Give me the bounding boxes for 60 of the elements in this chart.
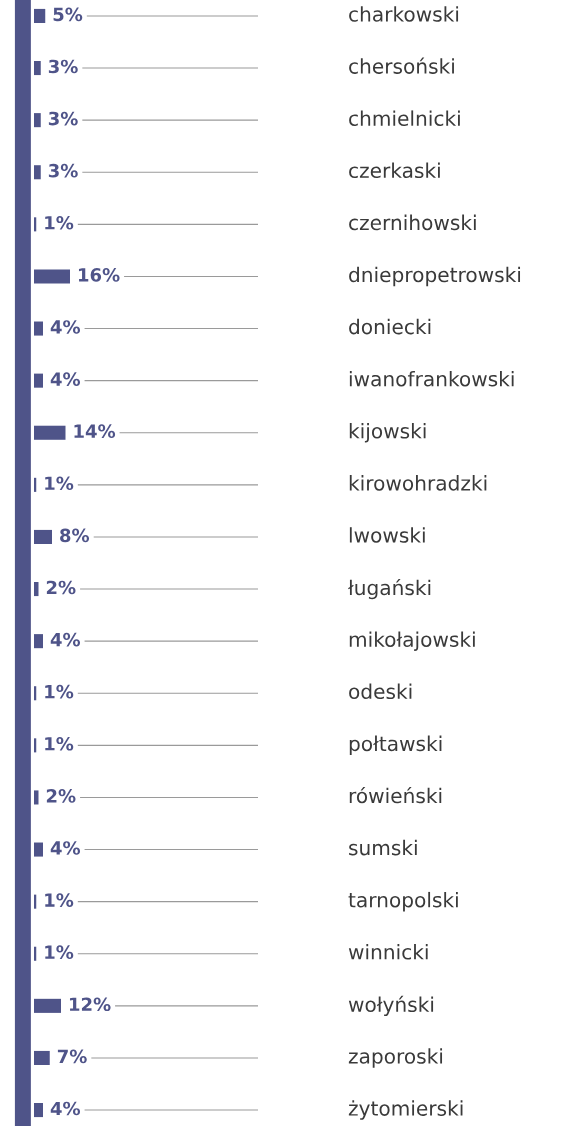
bar [34, 425, 66, 440]
y-tick-label: dniepropetrowski [349, 266, 521, 287]
y-tick-label: kirowohradzki [349, 475, 487, 491]
y-tick-label: sumski [349, 839, 417, 856]
bar [34, 582, 39, 597]
bar [34, 998, 61, 1013]
data-label: 8% [60, 528, 90, 543]
y-tick-label: iwanofrankowski [349, 370, 514, 387]
data-label: 3% [48, 59, 78, 74]
data-label: 4% [50, 1101, 81, 1116]
data-label: 4% [50, 372, 81, 386]
y-tick-label: chersoński [349, 57, 454, 74]
y-tick-label: zaporoski [348, 1048, 443, 1068]
data-label: 2% [46, 580, 76, 595]
y-tick-label: mikołajowski [349, 631, 475, 651]
y-tick-label: charkowski [349, 6, 459, 22]
data-label: 5% [53, 7, 83, 22]
bar [34, 1103, 43, 1118]
data-label: 14% [74, 424, 116, 438]
data-label: 12% [69, 997, 111, 1012]
data-label: 1% [45, 684, 74, 699]
data-label: 1% [45, 215, 74, 230]
y-tick-label: rówieński [349, 786, 442, 804]
data-label: 4% [50, 632, 81, 647]
y-tick-label: połtawski [349, 735, 442, 756]
y-tick-label: doniecki [349, 318, 431, 335]
bar [34, 634, 43, 649]
y-tick-label: kijowski [349, 423, 426, 443]
bar [34, 790, 39, 805]
data-label: 3% [48, 111, 78, 126]
data-label: 1% [45, 476, 74, 491]
y-tick-label: winnicki [348, 944, 428, 960]
y-tick-label: wołyński [348, 995, 434, 1016]
y-tick-label: tarnopolski [348, 891, 458, 912]
bar [34, 321, 43, 336]
bar [34, 165, 41, 180]
data-label: 7% [57, 1049, 87, 1064]
data-label: 3% [48, 163, 78, 178]
bar [34, 61, 41, 76]
y-tick-label: lwowski [349, 527, 425, 543]
data-label: 1% [45, 893, 74, 907]
bar [34, 113, 41, 128]
bar [34, 8, 46, 23]
bar [34, 529, 52, 544]
data-label: 1% [45, 736, 74, 751]
data-label: 16% [78, 268, 120, 282]
data-label: 2% [46, 789, 76, 803]
y-tick-label: ługański [348, 578, 431, 600]
bar [34, 269, 70, 284]
data-label: 1% [45, 945, 74, 959]
y-tick-label: chmielnicki [349, 110, 460, 126]
y-tick-label: czernihowski [349, 214, 476, 231]
y-tick-label: odeski [349, 683, 412, 700]
y-tick-label: żytomierski [348, 1100, 463, 1120]
bar [34, 1050, 50, 1065]
bar [34, 373, 43, 388]
y-tick-label: czerkaski [349, 162, 440, 179]
data-label: 4% [50, 320, 81, 334]
data-label: 4% [50, 841, 81, 855]
bar [34, 842, 43, 857]
